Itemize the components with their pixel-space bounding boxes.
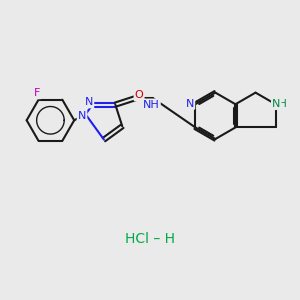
Text: N: N (186, 99, 194, 109)
Text: N: N (272, 99, 281, 109)
Text: O: O (135, 90, 143, 100)
Text: NH: NH (143, 100, 160, 110)
Text: N: N (85, 97, 93, 107)
Text: HCl – H: HCl – H (125, 232, 175, 246)
Text: N: N (78, 111, 86, 121)
Text: F: F (34, 88, 40, 98)
Text: H: H (279, 99, 287, 109)
